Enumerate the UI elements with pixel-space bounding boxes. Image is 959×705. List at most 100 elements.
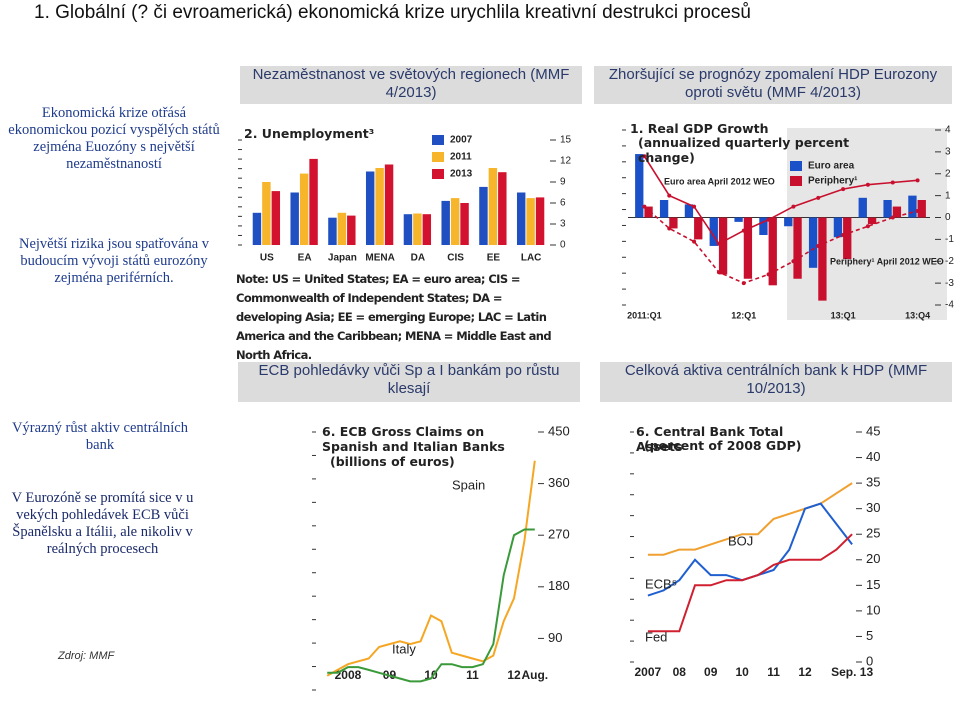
bar [734,217,743,222]
y-tick-label: 15 [560,135,572,146]
line-marker [692,204,697,209]
line-marker [915,178,920,183]
line-marker [890,180,895,185]
line-marker [841,187,846,192]
y-tick-label: 30 [866,500,880,515]
y-tick-label: -1 [945,234,954,245]
line-marker [766,217,771,222]
y-tick-label: 360 [548,475,570,490]
bar [413,213,422,245]
bar [718,217,728,275]
series-line [327,528,535,683]
line-marker [816,195,821,200]
bar [384,164,394,245]
y-tick-label: 12 [560,156,572,167]
line-marker [667,193,672,198]
bar [759,217,768,235]
y-tick-label: 10 [866,602,880,617]
bar [271,191,281,245]
y-tick-label: 450 [548,423,570,438]
chart-title: 6. Central Bank Total Assets [636,424,784,454]
bar [328,217,337,245]
y-tick-label: 20 [866,551,880,566]
y-tick-label: 0 [866,653,873,668]
y-tick-label: 180 [548,578,570,593]
bar [347,215,356,245]
y-tick-label: 0 [560,240,566,251]
bar [460,203,469,245]
x-tick-label: 13:Q1 [831,310,856,320]
series-line [326,460,536,677]
bar [684,204,694,218]
bar [309,158,318,245]
line-marker [766,272,771,277]
series-label: Italy [392,641,416,656]
bar [375,168,384,245]
y-tick-label: 9 [560,177,566,188]
x-tick-label: 11 [466,668,479,682]
x-tick-label: MENA [365,253,394,264]
y-tick-label: 5 [866,628,873,643]
x-tick-label: 10 [735,665,749,679]
y-tick-label: 45 [866,423,880,438]
legend-label: 2013 [450,169,473,180]
chart-title: 6. ECB Gross Claims on Spanish and Itali… [322,424,505,454]
x-tick-label: Aug. [521,668,548,682]
series-line [643,155,918,245]
series-label: Fed [645,629,667,644]
bar [669,217,678,229]
text-block: Výrazný růst aktiv centrálních bank [12,420,188,453]
y-tick-label: 40 [866,449,880,464]
y-tick-label: -3 [945,278,954,289]
bar [917,200,926,218]
x-tick-label: Sep. 13 [831,665,873,679]
y-tick-label: 6 [560,198,566,209]
line-marker [642,204,647,209]
chart-subtitle: (annualized quarterly percent change) [638,135,850,165]
bar [488,168,498,245]
series-label: Euro area April 2012 WEO [664,176,775,186]
legend-label: Periphery¹ [808,176,858,187]
series-label: Spain [452,477,485,492]
line-marker [816,243,821,248]
line-marker [841,233,846,237]
x-tick-label: 08 [673,665,687,679]
legend-label: 2007 [450,135,473,146]
bar [833,217,843,238]
bar [908,195,917,218]
series-label: ECB⁵ [645,576,677,591]
y-tick-label: 1 [945,190,951,201]
y-tick-label: 25 [866,526,880,541]
bar [262,182,271,245]
bar [818,217,827,301]
x-tick-label: LAC [521,253,542,264]
x-tick-label: Japan [328,253,357,264]
bar [450,198,460,245]
chart-title: 1. Real GDP Growth [630,121,769,136]
y-tick-label: -2 [945,256,954,267]
bar [743,217,753,279]
slide-title: 1. Globální (? či evroamerická) ekonomic… [34,2,751,23]
line-marker [915,208,920,213]
bar [808,217,818,268]
legend-swatch [432,169,444,179]
bar [299,173,309,245]
y-tick-label: 2 [945,168,951,179]
x-tick-label: CIS [447,253,464,264]
panel-header: Celková aktiva centrálních bank k HDP (M… [600,362,952,402]
text-block: Největší rizika jsou spatřována v budouc… [18,236,210,286]
bar [644,206,653,218]
bar [635,154,644,218]
line-marker [791,259,796,264]
text-block: V Eurozóně se promítá sice v u vekých po… [11,490,194,557]
legend-swatch [790,176,802,186]
bar [365,171,375,245]
series-line [643,205,918,284]
panel-header: ECB pohledávky vůči Sp a I bankám po růs… [238,362,580,402]
legend-swatch [432,135,444,145]
line-marker [716,270,721,275]
bar [526,198,535,245]
legend-label: 2011 [450,152,472,163]
line-marker [865,224,870,229]
bar [892,206,902,218]
